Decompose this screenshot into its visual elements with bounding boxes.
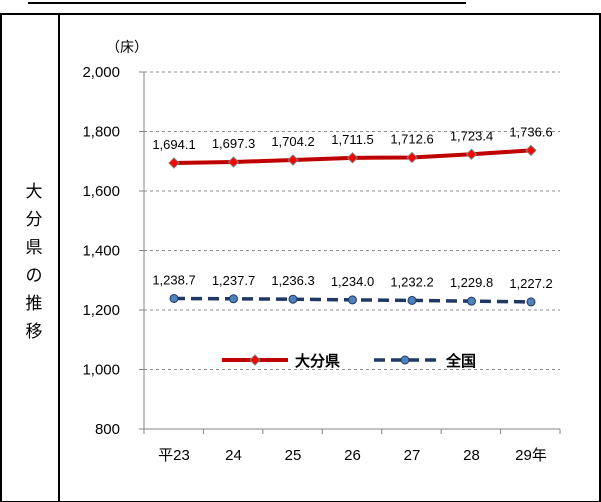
data-point [348,295,357,305]
data-label: 1,711.5 [331,132,373,147]
x-tick-label: 28 [463,447,480,464]
axes [139,71,561,434]
x-tick-labels: 平23 24 25 26 27 28 29年 [158,447,547,464]
legend-label-national: 全国 [445,352,476,370]
grid-lines [144,71,560,370]
data-label: 1,236.3 [271,273,314,288]
data-point [346,152,359,164]
data-point [465,148,478,160]
legend-marker-oita [249,354,261,366]
side-label-char: 県 [26,238,43,258]
series-oita: 1,694.1 1,697.3 1,704.2 1,711.5 1,712.6 1,723… [152,124,553,169]
data-point [467,296,476,306]
data-point [168,157,180,169]
x-tick-label: 26 [344,447,361,464]
data-label: 1,234.0 [331,274,374,289]
data-point [288,294,298,304]
data-point [229,294,238,304]
data-label: 1,697.3 [212,136,255,151]
legend-marker-national [400,355,410,365]
side-label-char: 分 [26,210,43,230]
data-point [287,154,299,166]
y-tick-label: 800 [95,421,120,438]
data-label: 1,712.6 [390,132,433,147]
legend-label-oita: 大分県 [295,352,340,370]
outer-box [0,13,601,502]
side-label-char: 移 [26,322,43,342]
data-point [526,297,536,307]
legend: 大分県 全国 [222,352,476,370]
data-label: 1,237.7 [212,273,255,288]
data-label: 1,704.2 [271,134,314,149]
y-tick-labels: 800 1,000 1,200 1,400 1,600 1,800 2,000 [82,64,120,438]
data-point [406,151,418,164]
x-tick-label: 24 [225,447,242,464]
data-label: 1,723.4 [450,128,493,143]
x-tick-label: 27 [404,447,421,464]
y-tick-label: 1,400 [82,243,120,260]
data-point [407,295,417,305]
y-tick-label: 1,000 [82,362,120,379]
data-point [227,156,240,168]
data-label: 1,736.6 [509,124,552,139]
data-label: 1,694.1 [152,137,195,152]
side-label-char: 大 [26,182,43,202]
data-point [169,293,179,303]
series-national: 1,238.7 1,237.7 1,236.3 1,234.0 1,232.2 1,229… [152,272,553,307]
unit-label: （床） [106,40,148,56]
data-label: 1,227.2 [509,276,552,291]
x-tick-label: 29年 [515,447,547,464]
side-label-char: の [26,266,43,286]
side-label-char: 推 [26,294,43,314]
series-layer: 1,694.1 1,697.3 1,704.2 1,711.5 1,712.6 1,723… [152,124,553,307]
y-tick-label: 1,800 [82,124,120,141]
x-tick-label: 25 [285,447,302,464]
data-point [525,144,537,157]
x-tick-label: 平23 [158,447,190,464]
data-label: 1,232.2 [390,274,433,289]
y-tick-label: 1,200 [82,302,120,319]
data-label: 1,229.8 [450,275,493,290]
y-tick-label: 1,600 [82,183,120,200]
data-label: 1,238.7 [152,272,195,287]
y-tick-label: 2,000 [82,64,120,81]
